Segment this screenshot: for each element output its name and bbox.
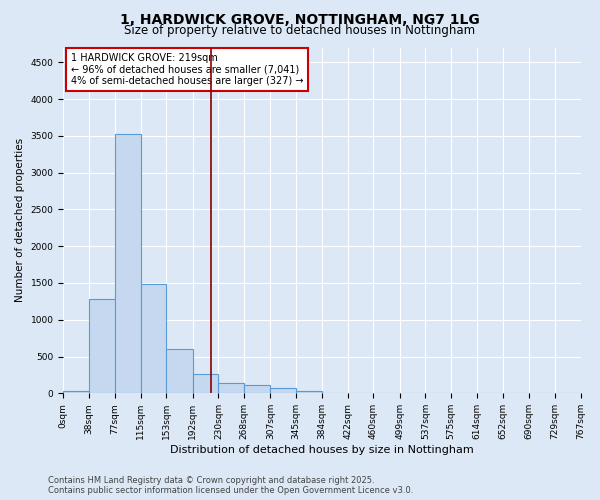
Bar [218,383,244,394]
X-axis label: Distribution of detached houses by size in Nottingham: Distribution of detached houses by size … [170,445,474,455]
Bar [115,134,141,394]
Bar [63,391,89,394]
Text: 1 HARDWICK GROVE: 219sqm
← 96% of detached houses are smaller (7,041)
4% of semi: 1 HARDWICK GROVE: 219sqm ← 96% of detach… [71,52,304,86]
Bar [271,388,296,394]
Text: Size of property relative to detached houses in Nottingham: Size of property relative to detached ho… [124,24,476,37]
Text: Contains HM Land Registry data © Crown copyright and database right 2025.
Contai: Contains HM Land Registry data © Crown c… [48,476,413,495]
Y-axis label: Number of detached properties: Number of detached properties [15,138,25,302]
Bar [193,374,218,394]
Bar [296,391,322,394]
Bar [141,284,166,394]
Bar [89,299,115,394]
Bar [244,386,271,394]
Text: 1, HARDWICK GROVE, NOTTINGHAM, NG7 1LG: 1, HARDWICK GROVE, NOTTINGHAM, NG7 1LG [120,12,480,26]
Bar [166,349,193,394]
